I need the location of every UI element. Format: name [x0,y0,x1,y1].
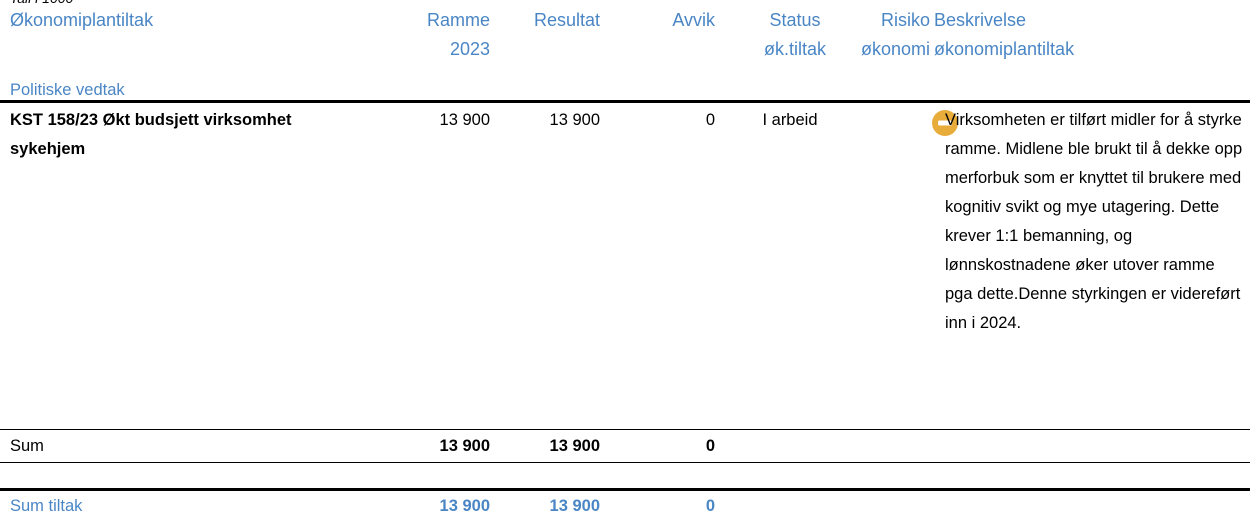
cell: 0 [705,111,715,129]
col-header: Ramme 2023 [426,10,490,59]
col-header: Status øk.tiltak [763,10,826,59]
rule [0,100,1250,103]
cell: 13 900 [439,437,490,455]
col-header: Resultat [533,10,600,30]
cell: 13 900 [549,437,600,455]
cell: 13 900 [439,497,490,515]
caption: Tall i 1000 [10,0,73,13]
rule [0,488,1250,491]
col-header: Beskrivelse økonomiplantiltak [934,10,1075,59]
cell: I arbeid [762,111,818,129]
cell: 13 900 [549,111,600,129]
col-header: Avvik [672,10,715,30]
cell: 0 [705,437,715,455]
cell: 0 [705,497,715,515]
col-header: Risiko økonomi [860,10,930,59]
risk-icon [932,110,958,136]
rule [0,429,1250,430]
description: Virksomheten er tilført midler for å sty… [945,111,1243,332]
rule [0,462,1250,463]
sum-label: Sum [10,437,44,455]
total-label: Sum tiltak [10,497,83,515]
section-label: Politiske vedtak [10,81,125,99]
col-header: Økonomiplantiltak [10,10,154,30]
row-name: KST 158/23 Økt budsjett virksomhet sykeh… [10,111,292,158]
cell: 13 900 [439,111,490,129]
cell: 13 900 [549,497,600,515]
